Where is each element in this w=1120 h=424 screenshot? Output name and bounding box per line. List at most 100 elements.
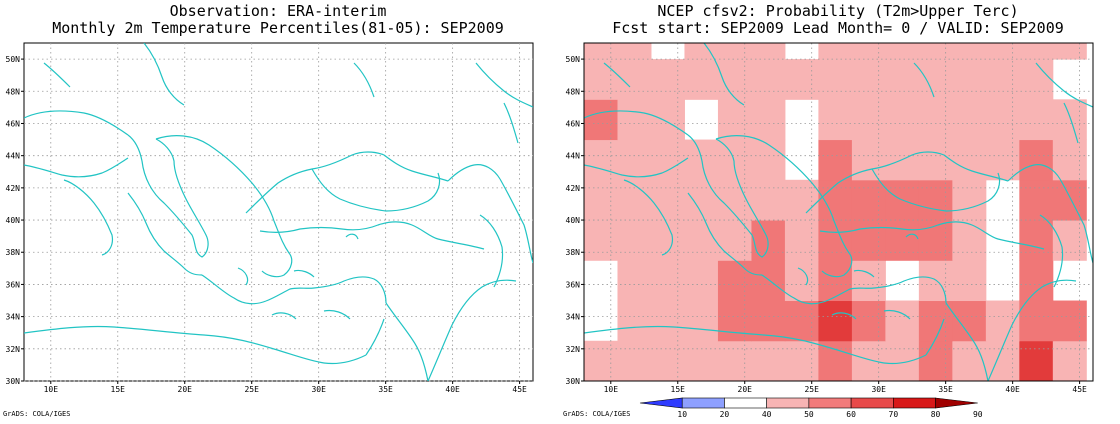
lat-tick-label: 42N <box>6 184 21 193</box>
probability-cell <box>584 59 618 100</box>
lon-tick-label: 30E <box>311 385 326 394</box>
probability-cell <box>717 300 752 342</box>
probability-cell <box>650 59 685 100</box>
probability-cell <box>851 260 886 302</box>
probability-cell <box>818 340 853 381</box>
probability-cell <box>751 139 786 181</box>
probability-cell <box>818 59 853 100</box>
probability-cell <box>1052 99 1087 141</box>
probability-cell <box>617 220 652 261</box>
right-title-line2: Fcst start: SEP2009 Lead Month= 0 / VALI… <box>612 19 1064 37</box>
left-title-line2: Monthly 2m Temperature Percentiles(81-05… <box>52 19 504 37</box>
probability-cell <box>684 59 719 100</box>
lat-tick-label: 48N <box>566 87 581 96</box>
probability-cell <box>918 179 953 221</box>
probability-cell <box>751 179 786 221</box>
probability-cell <box>952 99 987 141</box>
probability-cell <box>1019 220 1054 261</box>
lon-tick-label: 45E <box>1072 385 1087 394</box>
probability-cell <box>918 340 953 381</box>
lon-tick-label: 45E <box>512 385 527 394</box>
probability-cell <box>918 300 953 342</box>
probability-cell <box>617 43 652 60</box>
probability-cell <box>851 59 886 100</box>
probability-cell <box>617 99 652 141</box>
probability-cell <box>851 300 886 342</box>
colorbar-label: 70 <box>889 410 899 419</box>
colorbar-segment <box>724 397 767 409</box>
probability-cell <box>717 59 752 100</box>
probability-cell <box>751 220 786 261</box>
probability-cell <box>650 260 685 302</box>
probability-cell <box>584 0 618 19</box>
left-gridlines <box>24 43 533 382</box>
lat-tick-label: 42N <box>566 184 581 193</box>
colorbar-label: 60 <box>846 410 856 419</box>
lon-tick-label: 20E <box>178 385 193 394</box>
left-map-panel: 10E 15E 20E 25E 30E 35E 40E 45E 30N 32N 34N 36N 38N 4… <box>6 42 534 394</box>
colorbar-label: 90 <box>973 410 983 419</box>
probability-cell <box>885 43 920 60</box>
probability-cell <box>1052 179 1087 221</box>
lat-tick-label: 36N <box>566 280 581 289</box>
probability-cell <box>650 99 685 141</box>
probability-cell <box>985 59 1020 100</box>
probability-cell <box>784 340 819 381</box>
probability-cell <box>1019 0 1053 19</box>
probability-cell <box>784 260 819 302</box>
probability-cell <box>818 99 853 141</box>
colorbar-label: 10 <box>677 410 687 419</box>
lat-tick-label: 36N <box>6 280 21 289</box>
probability-cell <box>952 220 987 261</box>
lon-tick-label: 20E <box>738 385 753 394</box>
probability-cell <box>818 260 853 302</box>
probability-cell <box>1019 43 1054 60</box>
colorbar-segment <box>850 397 894 409</box>
lat-tick-label: 48N <box>6 87 21 96</box>
colorbar-label: 40 <box>762 410 772 419</box>
probability-cell <box>851 179 886 221</box>
probability-cell <box>918 139 953 181</box>
probability-cell <box>1052 139 1087 181</box>
lon-tick-label: 15E <box>671 385 686 394</box>
lat-tick-label: 34N <box>566 313 581 322</box>
lon-tick-label: 35E <box>938 385 953 394</box>
probability-cell <box>985 139 1020 181</box>
probability-cell <box>684 260 719 302</box>
probability-cell <box>818 139 853 181</box>
probability-cell <box>818 43 853 60</box>
probability-cell <box>751 260 786 302</box>
probability-cell <box>1019 139 1054 181</box>
probability-cell <box>885 300 920 342</box>
probability-cell <box>1052 300 1087 342</box>
probability-cell <box>717 340 752 381</box>
probability-cell <box>617 139 652 181</box>
probability-cell <box>584 340 618 381</box>
probability-cell <box>918 99 953 141</box>
probability-cells <box>584 0 1087 381</box>
lat-tick-label: 30N <box>566 377 581 386</box>
probability-cell <box>851 43 886 60</box>
probability-cell <box>684 43 719 60</box>
probability-cell <box>584 179 618 221</box>
lat-tick-label: 40N <box>6 216 21 225</box>
probability-cell <box>918 43 953 60</box>
lat-tick-label: 50N <box>6 55 21 64</box>
lon-tick-label: 40E <box>1005 385 1020 394</box>
probability-cell <box>1052 220 1087 261</box>
probability-cell <box>751 59 786 100</box>
probability-cell <box>617 300 652 342</box>
lat-tick-label: 44N <box>566 152 581 161</box>
colorbar-segment <box>808 397 852 409</box>
probability-cell <box>584 220 618 261</box>
probability-cell <box>851 340 886 381</box>
probability-cell <box>717 43 752 60</box>
lat-tick-label: 38N <box>6 248 21 257</box>
lat-tick-label: 30N <box>6 377 21 386</box>
colorbar-segment <box>766 397 810 409</box>
lon-tick-label: 10E <box>44 385 59 394</box>
probability-cell <box>1019 260 1054 302</box>
probability-cell <box>717 220 752 261</box>
colorbar-right-arrow <box>935 397 978 409</box>
